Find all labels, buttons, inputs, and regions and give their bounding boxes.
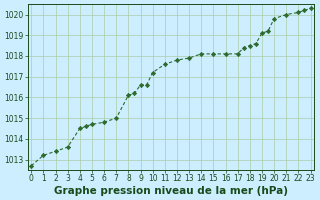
- X-axis label: Graphe pression niveau de la mer (hPa): Graphe pression niveau de la mer (hPa): [54, 186, 288, 196]
